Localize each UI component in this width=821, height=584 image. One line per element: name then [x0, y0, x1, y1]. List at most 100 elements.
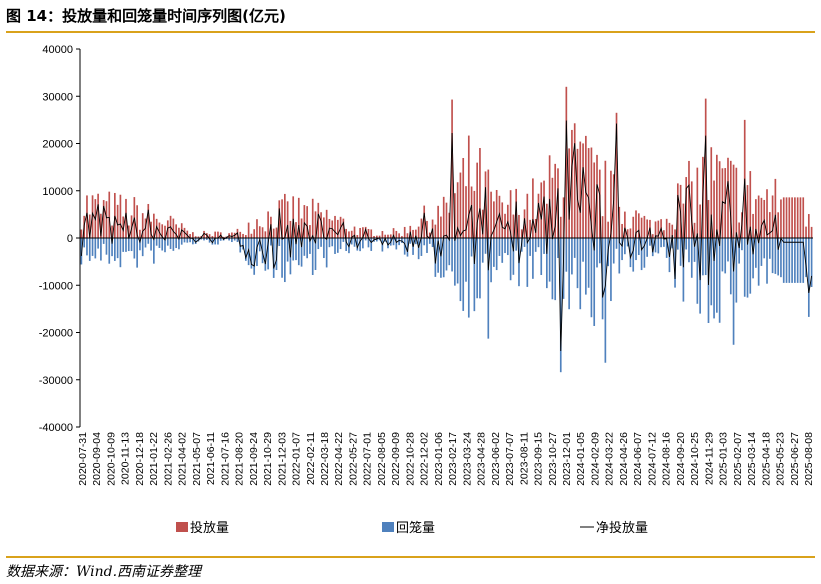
bar-inject — [256, 219, 258, 238]
x-tick-label: 2022-08-05 — [376, 432, 388, 486]
bar-inject — [239, 231, 242, 238]
chart: -40000 -30000 -20000 -10000 0 10000 20000 30000… — [39, 44, 815, 536]
bar-withdraw — [378, 238, 381, 241]
y-tick-label: 40000 — [42, 44, 73, 56]
bar-withdraw — [214, 238, 217, 245]
bar-withdraw — [604, 238, 607, 363]
bar-inject — [125, 198, 127, 238]
bar-withdraw — [155, 238, 158, 246]
x-tick-label: 2021-12-03 — [276, 432, 288, 486]
bar-withdraw — [716, 238, 718, 313]
bar-inject — [802, 197, 805, 238]
bar-inject — [760, 197, 763, 238]
bar-inject — [364, 226, 367, 238]
bar-withdraw — [345, 238, 347, 251]
bar-inject — [537, 193, 540, 238]
bar-withdraw — [610, 238, 612, 302]
bar-inject — [749, 171, 752, 238]
bar-inject — [172, 218, 175, 238]
bar-inject — [573, 123, 576, 238]
bar-inject — [777, 212, 779, 238]
bar-inject — [674, 229, 676, 238]
bar-withdraw — [401, 238, 403, 243]
x-tick-label: 2022-10-28 — [404, 432, 416, 486]
bar-inject — [794, 197, 796, 238]
bar-withdraw — [375, 238, 378, 242]
bar-withdraw — [434, 238, 437, 277]
bar-inject — [197, 236, 200, 238]
bar-inject — [559, 216, 562, 238]
bar-inject — [286, 201, 289, 238]
bar-withdraw — [504, 238, 506, 254]
x-tick-label: 2024-11-29 — [703, 432, 715, 485]
bar-inject — [267, 211, 269, 238]
bar-withdraw — [189, 238, 191, 243]
bar-withdraw — [270, 238, 272, 246]
bar-withdraw — [596, 238, 598, 268]
bar-withdraw — [548, 238, 551, 282]
bar-inject — [375, 235, 378, 238]
bar-withdraw — [490, 238, 492, 283]
bar-withdraw — [253, 238, 256, 275]
bar-withdraw — [320, 238, 322, 247]
bar-withdraw — [161, 238, 164, 251]
bar-withdraw — [350, 238, 353, 245]
bar-withdraw — [573, 238, 576, 258]
bar-withdraw — [258, 238, 261, 252]
bar-inject — [738, 222, 740, 238]
bar-inject — [498, 195, 501, 238]
bar-inject — [317, 202, 320, 238]
bar-withdraw — [660, 238, 662, 248]
bar-withdraw — [802, 238, 805, 283]
bar-inject — [626, 229, 629, 238]
bar-withdraw — [598, 238, 601, 264]
bar-withdraw — [256, 238, 258, 267]
bar-inject — [370, 229, 373, 238]
bar-withdraw — [164, 238, 166, 253]
bar-withdraw — [225, 238, 228, 240]
legend: 投放量 回笼量 净投放量 — [176, 520, 648, 536]
bar-withdraw — [440, 238, 442, 278]
x-tick-label: 2021-10-29 — [262, 432, 274, 486]
bar-withdraw — [755, 238, 757, 268]
bar-inject — [479, 147, 481, 238]
bar-inject — [551, 177, 554, 238]
bar-withdraw — [498, 238, 501, 256]
bar-inject — [119, 194, 122, 238]
legend-swatch-withdraw — [382, 522, 394, 532]
bar-inject — [526, 193, 529, 238]
bar-inject — [766, 189, 768, 238]
bar-withdraw — [526, 238, 529, 287]
bar-inject — [596, 154, 598, 238]
bar-withdraw — [481, 238, 484, 263]
y-tick-label: -10000 — [39, 280, 73, 292]
bar-inject — [164, 225, 166, 238]
bar-withdraw — [144, 238, 147, 248]
bar-withdraw — [590, 238, 593, 318]
bar-inject — [192, 232, 194, 238]
x-tick-label: 2023-03-24 — [461, 432, 473, 486]
bar-withdraw — [208, 238, 211, 243]
bar-withdraw — [643, 238, 646, 268]
bar-inject — [704, 98, 707, 238]
bar-withdraw — [136, 238, 138, 268]
bar-inject — [320, 212, 322, 238]
bar-inject — [437, 205, 439, 238]
bar-inject — [362, 227, 364, 238]
bar-inject — [420, 218, 423, 238]
bar-withdraw — [297, 238, 300, 266]
bar-withdraw — [788, 238, 791, 283]
x-tick-label: 2024-04-26 — [618, 432, 630, 486]
bar-withdraw — [175, 238, 177, 249]
bar-inject — [523, 209, 526, 238]
bar-inject — [150, 221, 152, 238]
bar-inject — [272, 228, 275, 238]
bar-withdraw — [568, 238, 570, 310]
bar-inject — [348, 231, 350, 238]
bar-withdraw — [671, 238, 674, 249]
x-tick-label: 2024-01-05 — [575, 432, 587, 486]
bar-withdraw — [529, 238, 531, 256]
bar-withdraw — [495, 238, 498, 271]
bar-inject — [796, 197, 799, 238]
bar-withdraw — [205, 238, 208, 240]
